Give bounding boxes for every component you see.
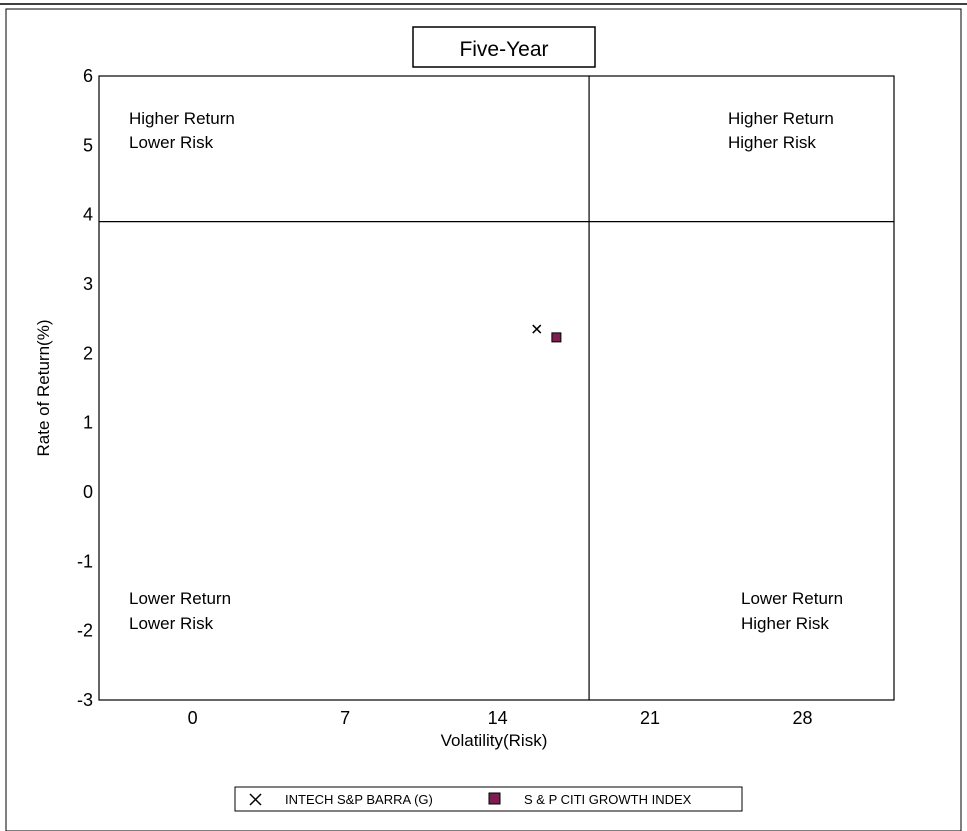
quadrant-top-right-line1: Higher Return bbox=[728, 109, 834, 128]
y-tick-label: -1 bbox=[77, 551, 93, 571]
chart-frame bbox=[5, 8, 962, 831]
y-tick-label: 2 bbox=[83, 343, 93, 363]
chart-title: Five-Year bbox=[459, 38, 548, 61]
legend-label-series-2: S & P CITI GROWTH INDEX bbox=[524, 792, 692, 807]
y-tick-label: -2 bbox=[77, 621, 93, 641]
y-tick-label: 1 bbox=[83, 413, 93, 433]
quadrant-bottom-left-line2: Lower Risk bbox=[129, 614, 214, 633]
x-tick-label: 0 bbox=[188, 708, 198, 728]
plot-area bbox=[98, 75, 895, 701]
x-tick-label: 28 bbox=[793, 708, 813, 728]
legend-x-marker-icon bbox=[249, 793, 262, 806]
x-axis-title: Volatility(Risk) bbox=[441, 731, 548, 750]
title-box bbox=[412, 26, 596, 68]
x-tick-label: 14 bbox=[488, 708, 508, 728]
data-point-intech bbox=[532, 324, 542, 334]
y-tick-label: 5 bbox=[83, 135, 93, 155]
y-tick-label: 4 bbox=[83, 205, 93, 225]
quadrant-bottom-left-line1: Lower Return bbox=[129, 589, 231, 608]
quadrant-top-left-line1: Higher Return bbox=[129, 109, 235, 128]
x-axis-ticks: 0 7 14 21 28 bbox=[188, 708, 813, 728]
quadrant-bottom-right-line1: Lower Return bbox=[741, 589, 843, 608]
quadrant-top-left-line2: Lower Risk bbox=[129, 133, 214, 152]
y-axis-ticks: -3 -2 -1 0 1 2 3 4 5 6 bbox=[77, 66, 93, 710]
legend-label-series-1: INTECH S&P BARRA (G) bbox=[285, 792, 433, 807]
y-tick-label: 6 bbox=[83, 66, 93, 86]
y-axis-title: Rate of Return(%) bbox=[34, 320, 53, 457]
y-tick-label: -3 bbox=[77, 690, 93, 710]
x-tick-label: 21 bbox=[640, 708, 660, 728]
y-tick-label: 0 bbox=[83, 482, 93, 502]
quadrant-bottom-right-line2: Higher Risk bbox=[741, 614, 829, 633]
y-tick-label: 3 bbox=[83, 274, 93, 294]
x-tick-label: 7 bbox=[340, 708, 350, 728]
data-point-sp-citi-growth bbox=[551, 332, 562, 343]
legend-square-marker-icon bbox=[488, 792, 501, 805]
quadrant-top-right-line2: Higher Risk bbox=[728, 133, 816, 152]
